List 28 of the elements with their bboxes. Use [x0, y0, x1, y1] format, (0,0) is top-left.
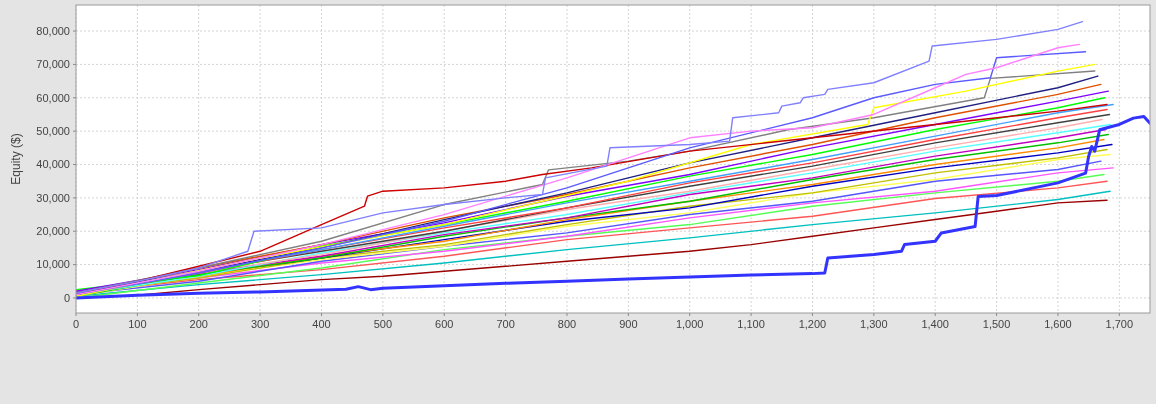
x-tick-label: 300	[250, 318, 270, 330]
x-tick-label: 1,100	[737, 318, 765, 330]
x-tick-label: 600	[435, 318, 454, 330]
x-tick-label: 1,300	[860, 318, 888, 330]
x-tick-label: 400	[312, 318, 331, 330]
y-tick-label: 20,000	[36, 225, 70, 238]
y-tick-label: 50,000	[36, 124, 70, 137]
x-tick-label: 1,000	[675, 318, 704, 330]
y-tick-label: 80,000	[36, 24, 70, 37]
x-tick-label: 1,600	[1044, 318, 1072, 330]
x-tick-label: 700	[496, 318, 515, 330]
y-tick-label: 30,000	[36, 191, 70, 204]
x-tick-label: 800	[557, 318, 577, 330]
x-tick-label: 200	[189, 318, 208, 330]
y-tick-label: 60,000	[36, 91, 70, 104]
x-tick-label: 1,200	[798, 318, 827, 330]
x-tick-label: 900	[619, 318, 638, 330]
y-tick-label: 10,000	[36, 258, 70, 271]
x-tick-label: 100	[128, 318, 147, 330]
x-tick-label: 500	[373, 318, 393, 330]
y-tick-label: 0	[63, 291, 70, 304]
x-tick-label: 1,400	[921, 318, 949, 330]
x-tick-label: 1,700	[1105, 318, 1134, 330]
x-tick-label: 1,500	[982, 318, 1011, 330]
y-tick-label: 70,000	[36, 58, 70, 71]
y-tick-label: 40,000	[36, 158, 70, 171]
x-tick-label: 0	[72, 318, 80, 330]
y-axis-title: Equity ($)	[9, 133, 23, 185]
